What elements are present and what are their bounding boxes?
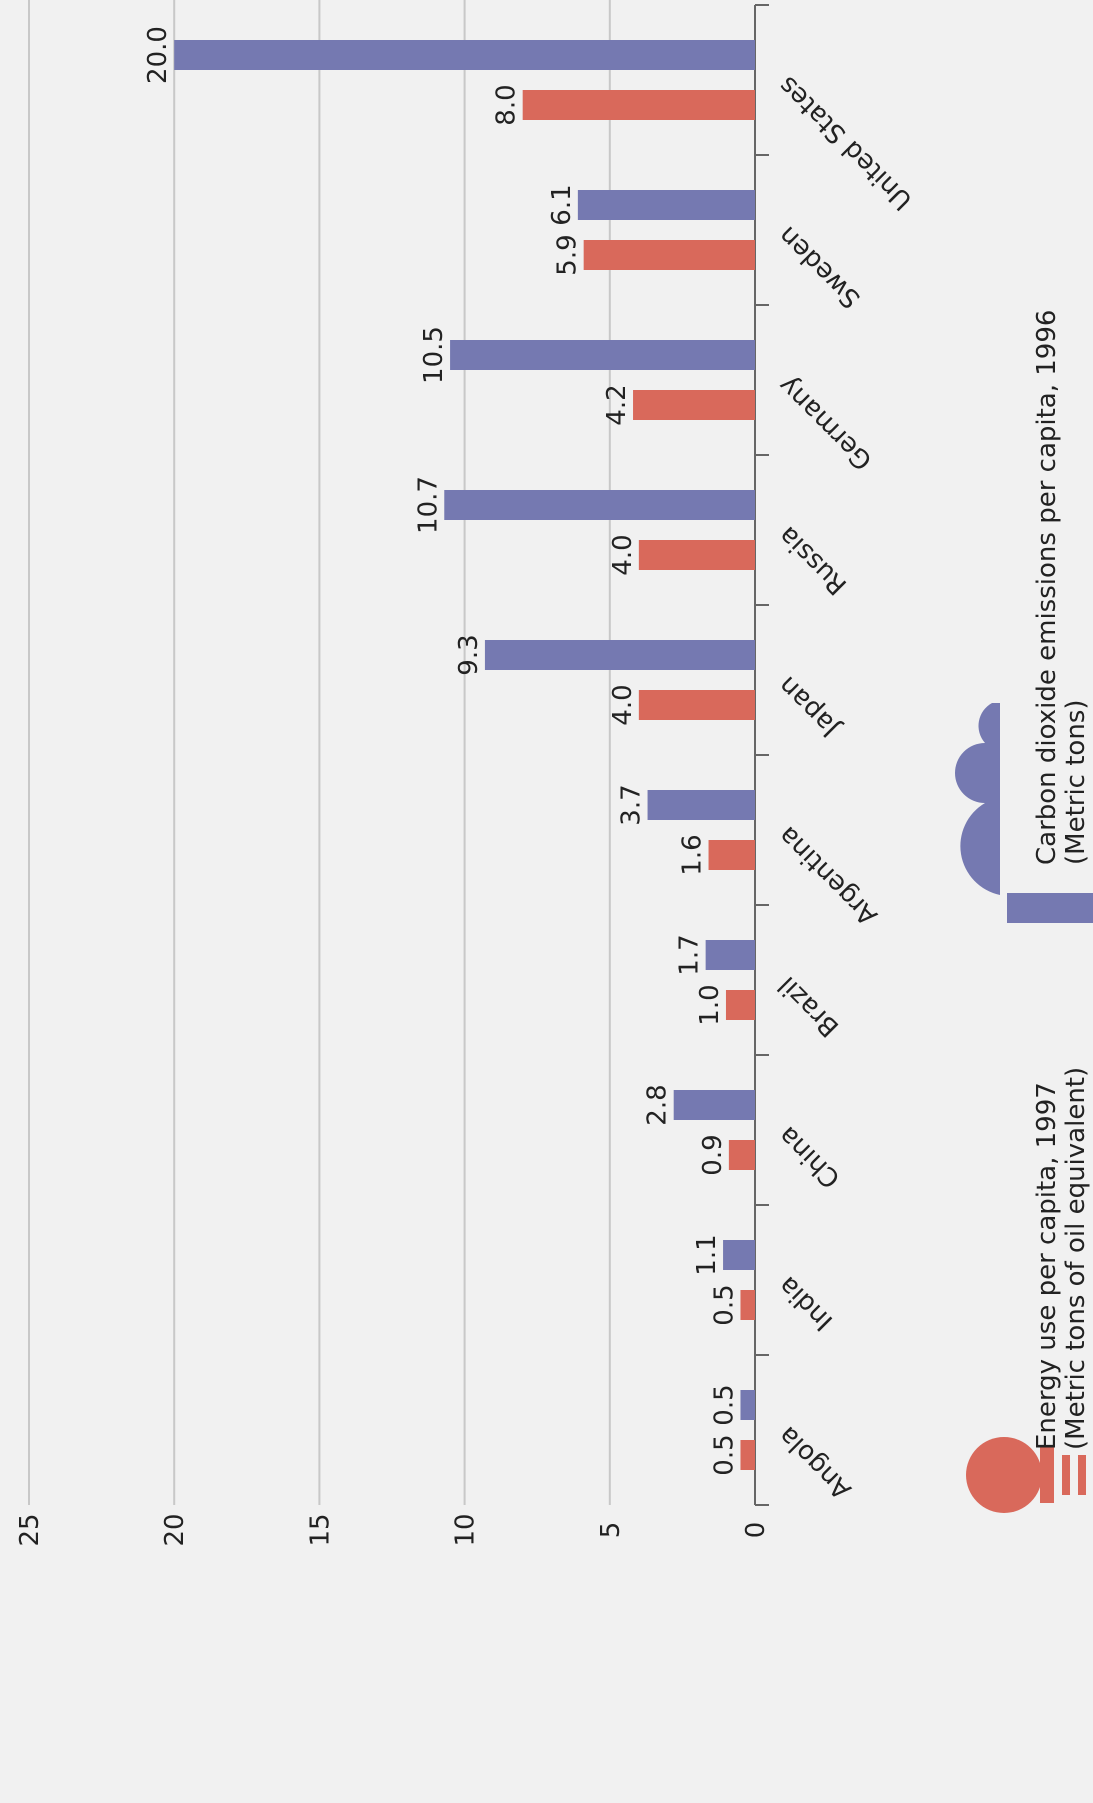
y-tick-label: 25 xyxy=(15,1513,45,1546)
value-label: 0.5 xyxy=(709,1284,739,1325)
value-label: 5.9 xyxy=(553,234,583,275)
bar xyxy=(638,690,756,720)
value-label: 0.5 xyxy=(709,1384,739,1425)
value-label: 6.1 xyxy=(547,184,577,225)
legend-icon-cloud xyxy=(955,703,1093,923)
bar xyxy=(444,490,755,520)
bar xyxy=(728,1140,756,1170)
value-label: 4.0 xyxy=(608,684,638,725)
y-tick-label: 20 xyxy=(160,1513,190,1546)
bar xyxy=(583,240,755,270)
value-label: 1.1 xyxy=(692,1234,722,1275)
legend-unit: (Metric tons) xyxy=(1061,699,1091,865)
bar xyxy=(484,640,755,670)
value-label: 9.3 xyxy=(454,634,484,675)
value-label: 4.2 xyxy=(602,384,632,425)
bar xyxy=(740,1440,755,1470)
bar xyxy=(450,340,755,370)
value-label: 1.0 xyxy=(695,984,725,1025)
bar xyxy=(522,90,755,120)
y-tick-label: 5 xyxy=(596,1522,626,1539)
value-label: 2.8 xyxy=(643,1084,673,1125)
value-label: 4.0 xyxy=(608,534,638,575)
legend-label: Energy use per capita, 1997 xyxy=(1032,1082,1062,1450)
value-label: 20.0 xyxy=(143,26,173,84)
legend-icon-bulb xyxy=(966,1437,1086,1513)
value-label: 1.7 xyxy=(675,934,705,975)
bar xyxy=(647,790,755,820)
bar xyxy=(673,1090,755,1120)
bar xyxy=(708,840,756,870)
value-label: 3.7 xyxy=(617,784,647,825)
value-label: 1.6 xyxy=(678,834,708,875)
bar xyxy=(723,1240,756,1270)
bar xyxy=(638,540,756,570)
bar xyxy=(740,1290,755,1320)
value-label: 0.9 xyxy=(698,1134,728,1175)
bar xyxy=(174,40,755,70)
bar xyxy=(740,1390,755,1420)
value-label: 8.0 xyxy=(492,84,522,125)
value-label: 10.7 xyxy=(413,476,443,534)
value-label: 0.5 xyxy=(709,1434,739,1475)
plot: 0510152025Angola0.50.5India0.51.1China0.… xyxy=(15,0,1093,1547)
value-label: 10.5 xyxy=(419,326,449,384)
bar xyxy=(577,190,756,220)
y-tick-label: 15 xyxy=(305,1513,335,1546)
bar xyxy=(705,940,756,970)
legend-unit: (Metric tons of oil equivalent) xyxy=(1061,1067,1091,1450)
legend-label: Carbon dioxide emissions per capita, 199… xyxy=(1032,310,1062,865)
bar xyxy=(633,390,755,420)
y-tick-label: 0 xyxy=(741,1522,771,1539)
y-tick-label: 10 xyxy=(451,1513,481,1546)
bar xyxy=(725,990,756,1020)
